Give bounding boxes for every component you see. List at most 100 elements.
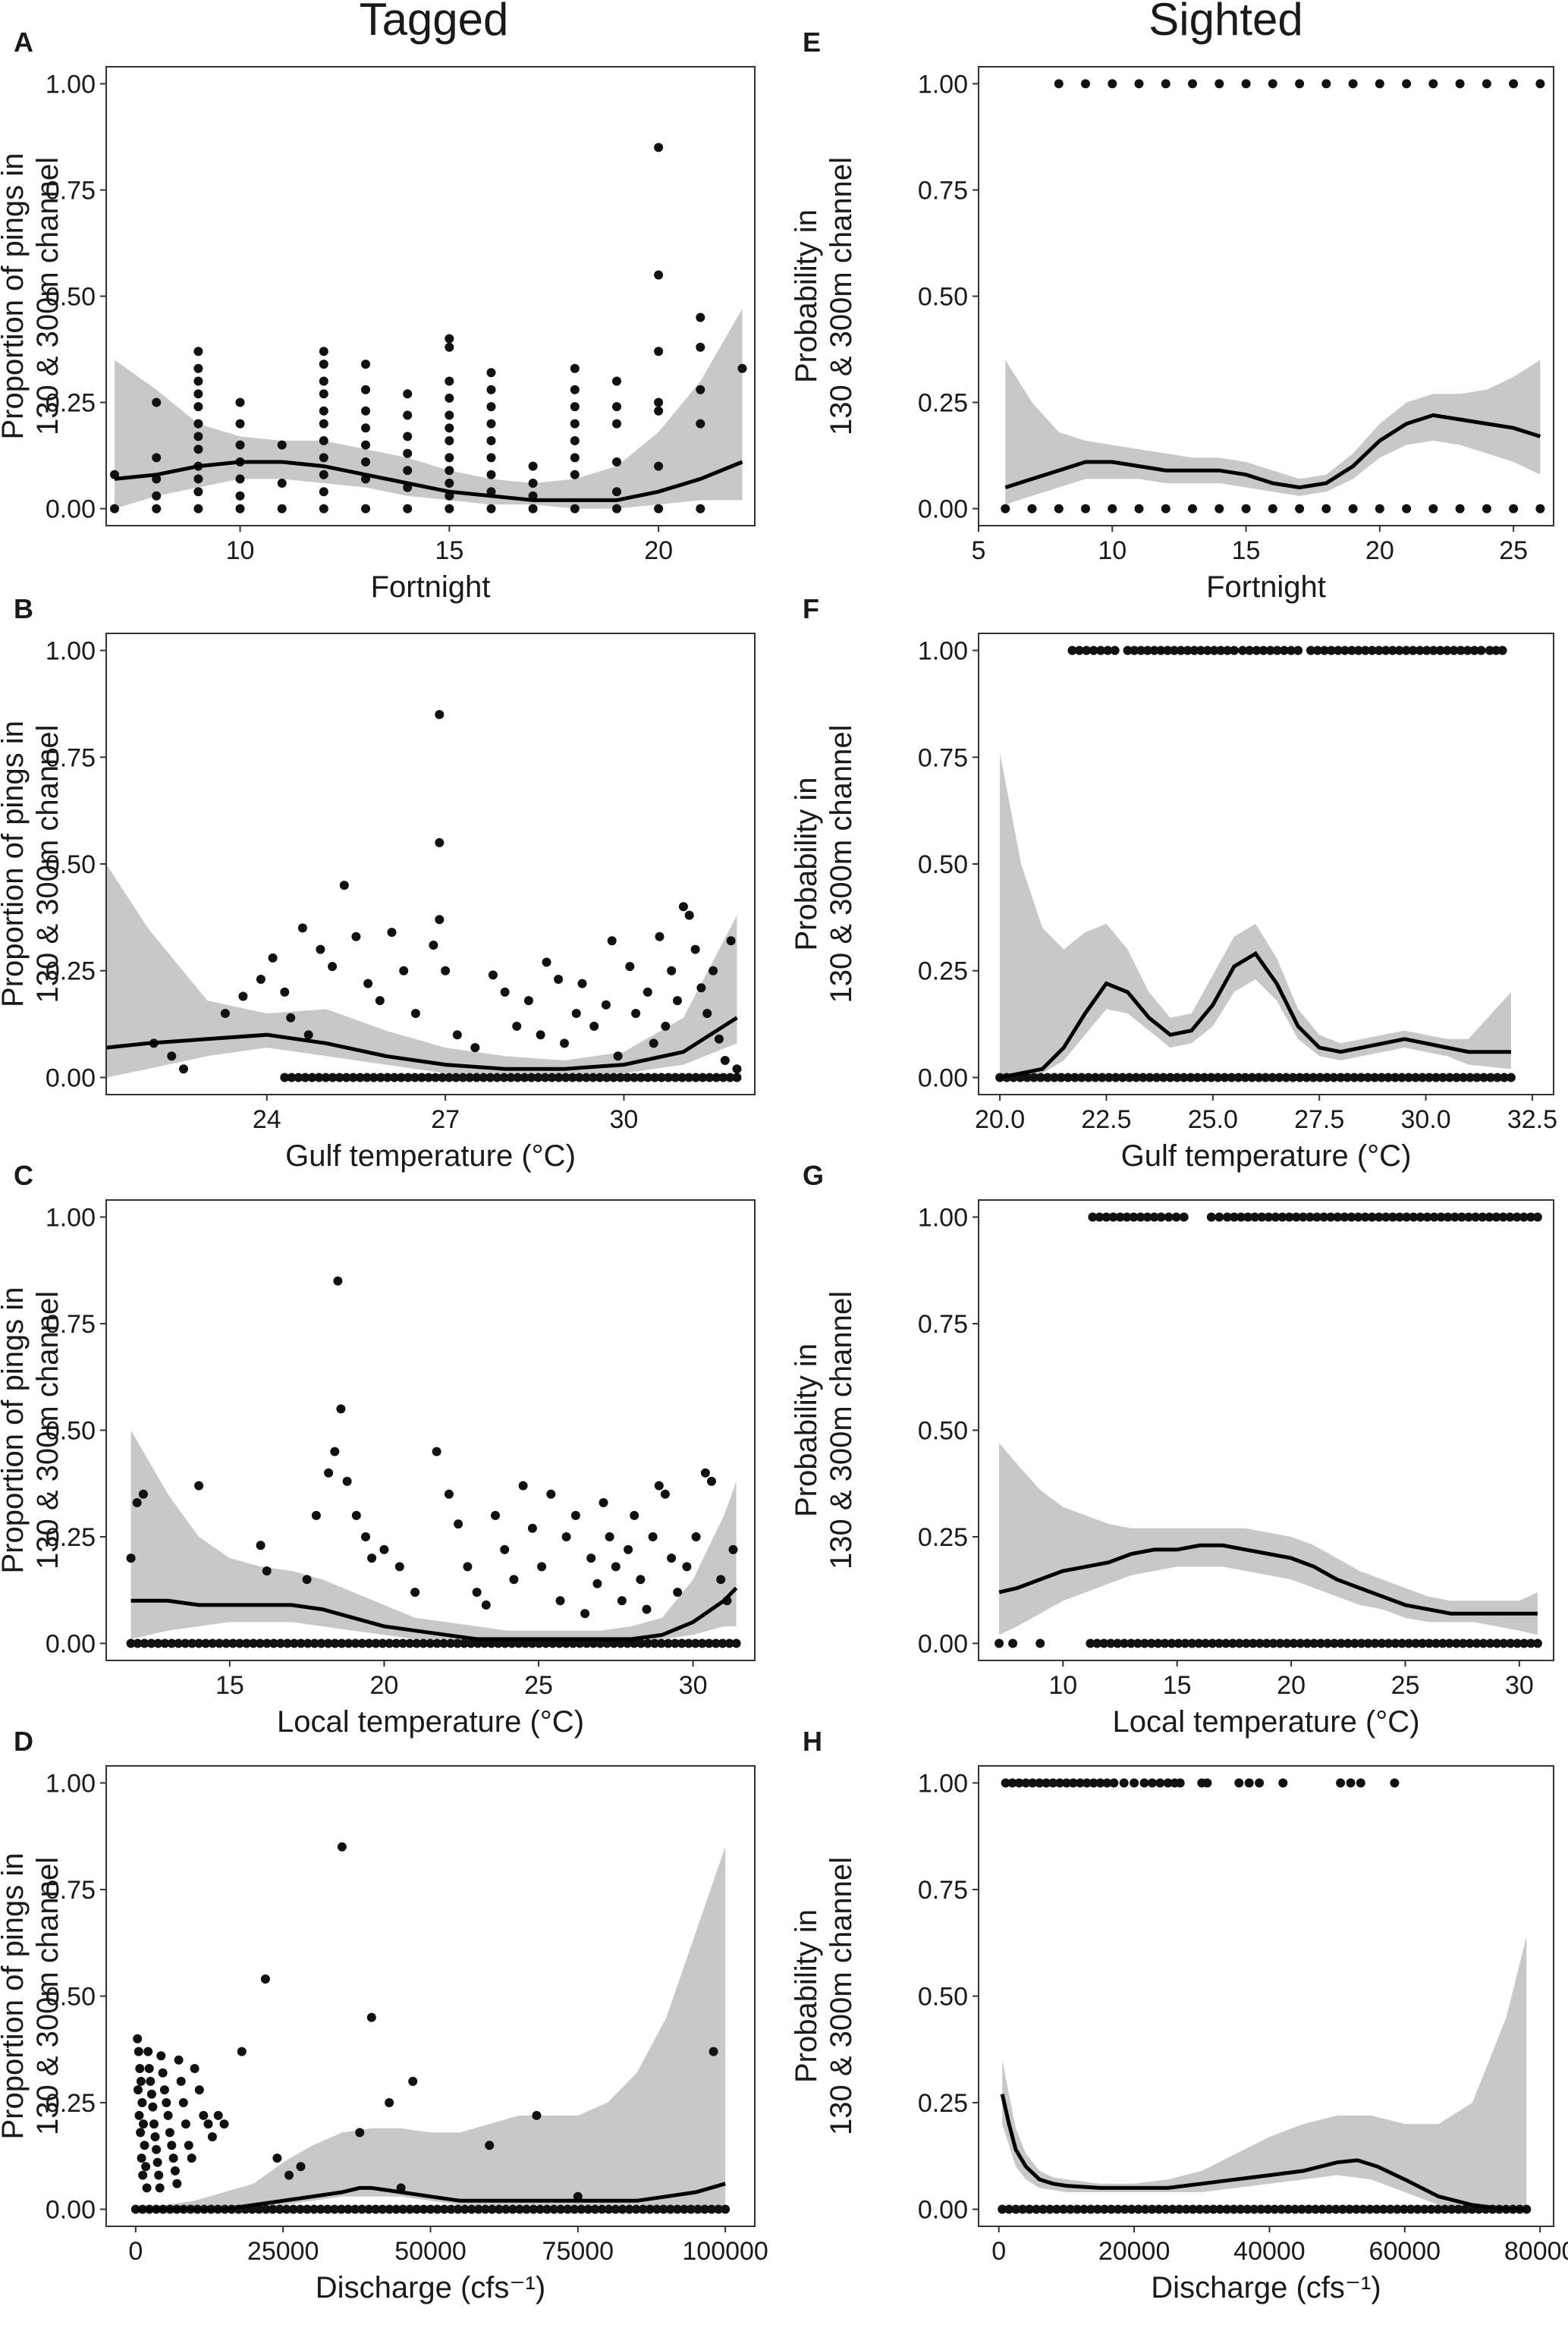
data-point bbox=[1418, 1073, 1428, 1082]
confidence-band bbox=[106, 864, 737, 1078]
data-point bbox=[1070, 1073, 1079, 1082]
x-axis-title: Fortnight bbox=[371, 570, 491, 604]
data-point bbox=[1221, 1638, 1230, 1648]
data-point bbox=[458, 1073, 468, 1082]
data-point bbox=[355, 2128, 365, 2138]
data-point bbox=[1234, 1778, 1244, 1788]
data-point bbox=[718, 1073, 728, 1082]
data-point bbox=[1072, 2204, 1082, 2214]
y-tick-label: 0.00 bbox=[46, 2196, 96, 2225]
data-point bbox=[194, 1638, 204, 1648]
y-axis-title: Probability in130 & 300m channel bbox=[790, 1857, 858, 2135]
data-point bbox=[520, 1638, 530, 1648]
data-point bbox=[412, 2204, 422, 2214]
data-point bbox=[1025, 2204, 1035, 2214]
data-point bbox=[153, 1638, 163, 1648]
data-point bbox=[369, 1073, 379, 1082]
data-point bbox=[361, 504, 370, 514]
data-point bbox=[162, 2098, 171, 2107]
data-point bbox=[541, 1638, 551, 1648]
data-point bbox=[403, 389, 413, 399]
data-point bbox=[1296, 1638, 1306, 1648]
data-point bbox=[199, 2110, 209, 2120]
data-point bbox=[405, 2204, 415, 2214]
y-axis-title-line: 130 & 300m channel bbox=[825, 1857, 858, 2135]
data-point bbox=[156, 2051, 166, 2061]
data-point bbox=[1158, 1073, 1168, 1082]
data-point bbox=[1390, 1778, 1400, 1788]
data-point bbox=[549, 2204, 559, 2214]
data-point bbox=[716, 1575, 726, 1585]
y-tick-label: 0.00 bbox=[46, 1630, 96, 1659]
data-point bbox=[1188, 2204, 1198, 2214]
x-tick-label: 10 bbox=[1048, 1671, 1077, 1700]
data-point bbox=[152, 2157, 162, 2167]
data-point bbox=[527, 1523, 537, 1533]
data-point bbox=[536, 2204, 545, 2214]
data-point bbox=[193, 504, 203, 514]
data-point bbox=[445, 410, 454, 420]
data-point bbox=[1447, 2204, 1456, 2214]
data-point bbox=[1189, 646, 1199, 655]
data-point bbox=[1416, 1212, 1425, 1222]
data-point bbox=[1482, 79, 1491, 89]
y-tick-label: 1.00 bbox=[918, 1769, 968, 1798]
y-axis-title-line: Probability in bbox=[790, 1343, 823, 1517]
data-point bbox=[337, 1638, 347, 1648]
data-point bbox=[556, 2204, 566, 2214]
data-point bbox=[1120, 2204, 1130, 2214]
data-point bbox=[590, 2204, 600, 2214]
data-point bbox=[268, 953, 278, 963]
y-axis-title-line: Probability in bbox=[790, 209, 823, 383]
y-axis-title: Probability in130 & 300m channel bbox=[790, 1291, 858, 1569]
data-point bbox=[1279, 646, 1289, 655]
data-point bbox=[303, 1030, 313, 1040]
x-tick-label: 27.5 bbox=[1294, 1105, 1344, 1134]
data-point bbox=[554, 1073, 564, 1082]
data-point bbox=[678, 902, 688, 912]
data-point bbox=[453, 1638, 462, 1648]
y-axis-title: Probability in130 & 300m channel bbox=[790, 725, 858, 1004]
data-point bbox=[1223, 646, 1233, 655]
x-tick-label: 20 bbox=[1277, 1671, 1306, 1700]
x-tick-label: 80000 bbox=[1504, 2237, 1568, 2266]
data-point bbox=[570, 504, 580, 514]
x-tick-label: 15 bbox=[1232, 536, 1261, 565]
data-point bbox=[126, 1638, 136, 1648]
data-point bbox=[321, 1073, 331, 1082]
x-tick-label: 25000 bbox=[247, 2237, 319, 2266]
data-point bbox=[1465, 1073, 1475, 1082]
data-point bbox=[391, 1638, 401, 1648]
data-point bbox=[361, 440, 370, 450]
data-point bbox=[1079, 2204, 1089, 2214]
y-tick-label: 0.00 bbox=[46, 1063, 96, 1092]
data-point bbox=[725, 1073, 735, 1082]
data-point bbox=[486, 1638, 496, 1648]
data-point bbox=[1222, 2204, 1232, 2214]
data-point bbox=[1215, 2204, 1225, 2214]
data-point bbox=[488, 970, 498, 980]
data-point bbox=[435, 710, 445, 719]
data-point bbox=[1431, 1073, 1441, 1082]
data-point bbox=[149, 2119, 159, 2129]
data-point bbox=[288, 2204, 298, 2214]
data-point bbox=[1346, 1778, 1356, 1788]
y-tick-label: 0.25 bbox=[918, 389, 968, 418]
y-axis-title-line: Proportion of pings in bbox=[0, 1852, 30, 2139]
data-point bbox=[1426, 2204, 1436, 2214]
data-point bbox=[1074, 646, 1084, 655]
data-point bbox=[302, 1575, 312, 1585]
data-point bbox=[1111, 1073, 1120, 1082]
data-point bbox=[1425, 1638, 1434, 1648]
data-point bbox=[1351, 2204, 1361, 2214]
data-point bbox=[654, 406, 664, 416]
data-point bbox=[1485, 1073, 1495, 1082]
confidence-band bbox=[1002, 1936, 1527, 2210]
data-point bbox=[1117, 1073, 1127, 1082]
y-tick-label: 0.75 bbox=[918, 743, 968, 772]
data-point bbox=[1133, 1638, 1142, 1648]
data-point bbox=[445, 376, 454, 386]
data-point bbox=[342, 1476, 352, 1486]
data-point bbox=[1322, 1073, 1332, 1082]
data-point bbox=[696, 983, 706, 993]
